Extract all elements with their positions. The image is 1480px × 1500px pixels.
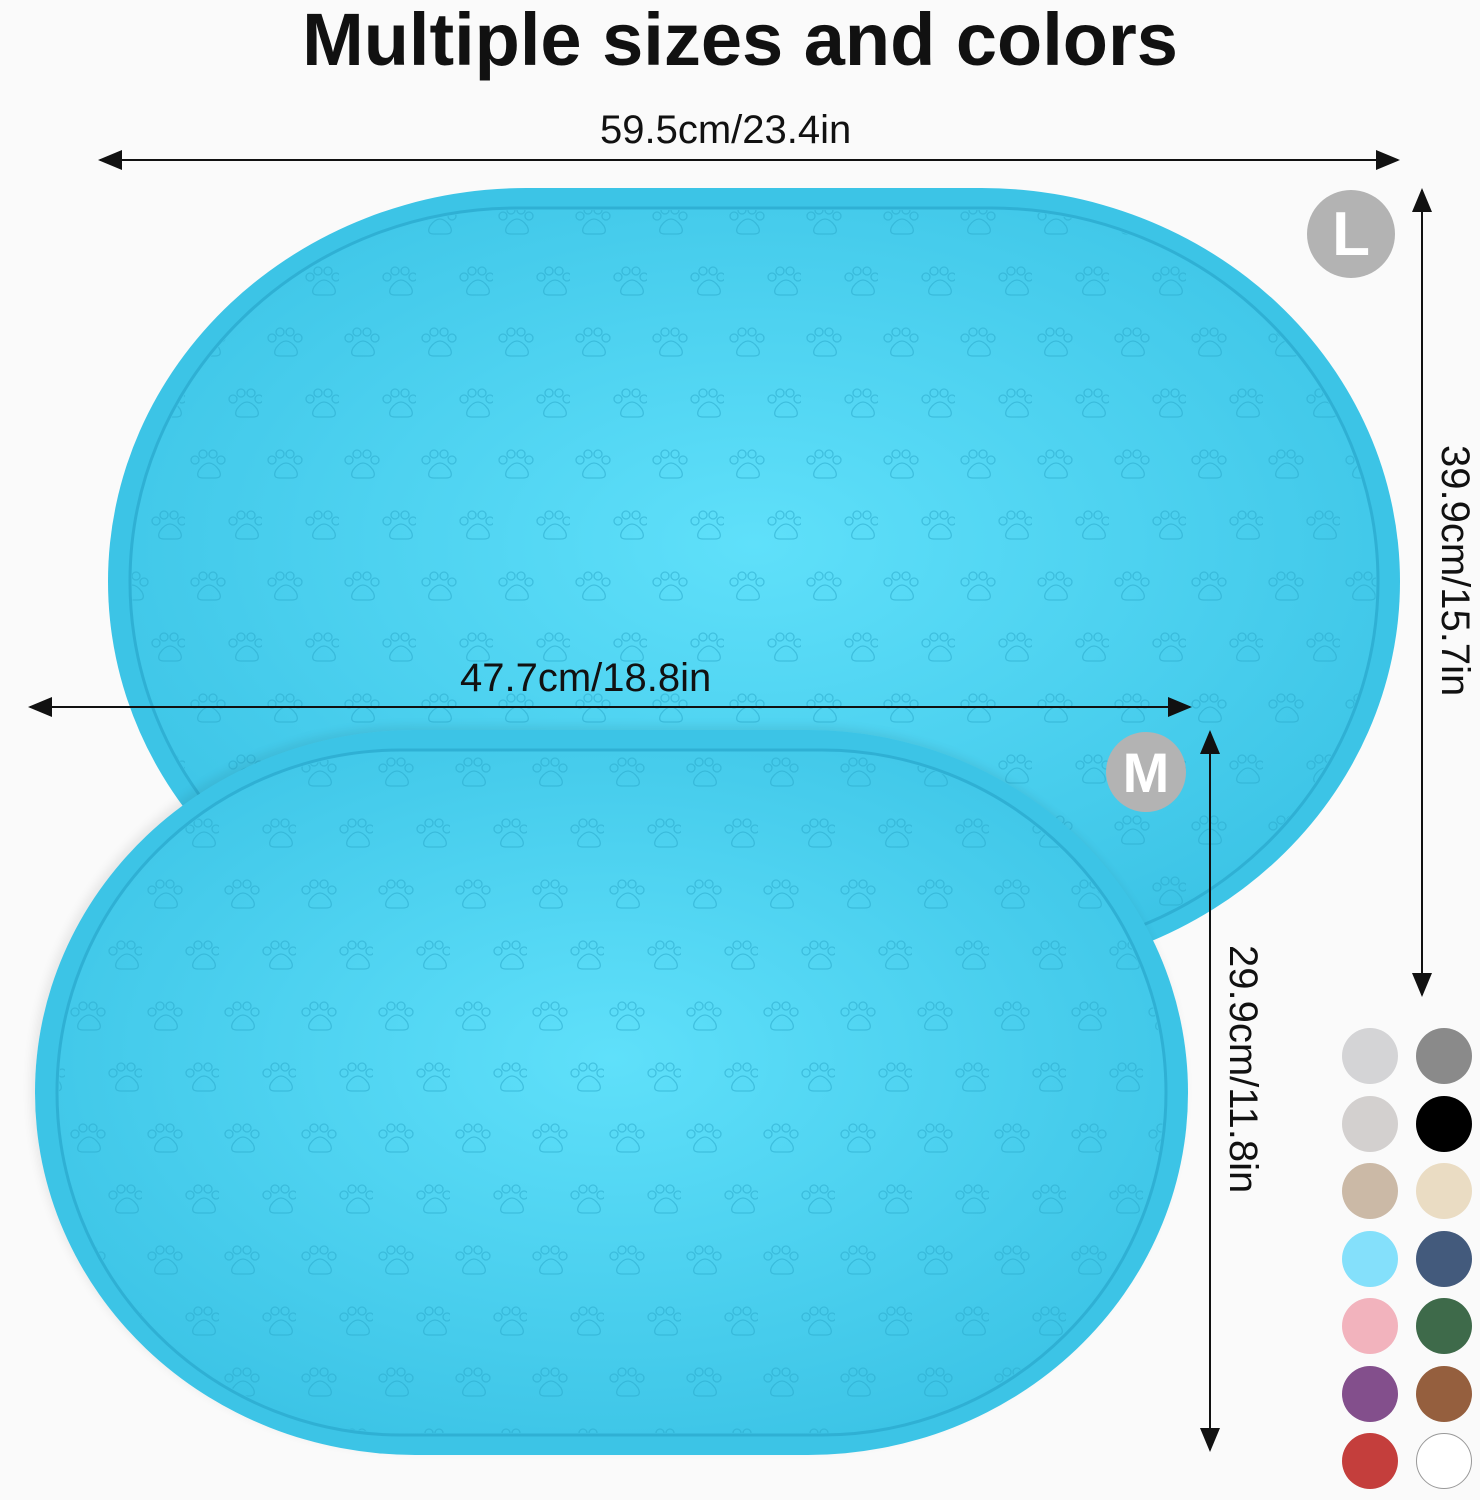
size-badge-large: L <box>1307 190 1395 278</box>
medium-mat <box>35 730 1188 1455</box>
color-swatch <box>1416 1028 1472 1084</box>
color-swatch <box>1342 1163 1398 1219</box>
medium-width-label: 47.7cm/18.8in <box>460 656 712 700</box>
color-swatch <box>1416 1365 1472 1422</box>
medium-height-label: 29.9cm/11.8in <box>1221 945 1265 1194</box>
color-swatch <box>1416 1230 1472 1287</box>
color-swatch <box>1342 1095 1398 1152</box>
color-swatch <box>1416 1433 1472 1489</box>
large-height-label: 39.9cm/15.7in <box>1433 445 1477 697</box>
color-swatch <box>1416 1163 1472 1219</box>
color-swatch <box>1416 1298 1472 1354</box>
headline: Multiple sizes and colors <box>302 0 1178 81</box>
color-swatch <box>1342 1365 1398 1422</box>
large-width-label: 59.5cm/23.4in <box>600 108 852 152</box>
color-swatch <box>1342 1230 1398 1287</box>
color-swatch <box>1416 1095 1472 1152</box>
color-swatch <box>1342 1298 1398 1354</box>
color-swatch <box>1342 1433 1398 1489</box>
size-badge-medium: M <box>1106 732 1186 812</box>
color-swatch <box>1342 1028 1398 1084</box>
